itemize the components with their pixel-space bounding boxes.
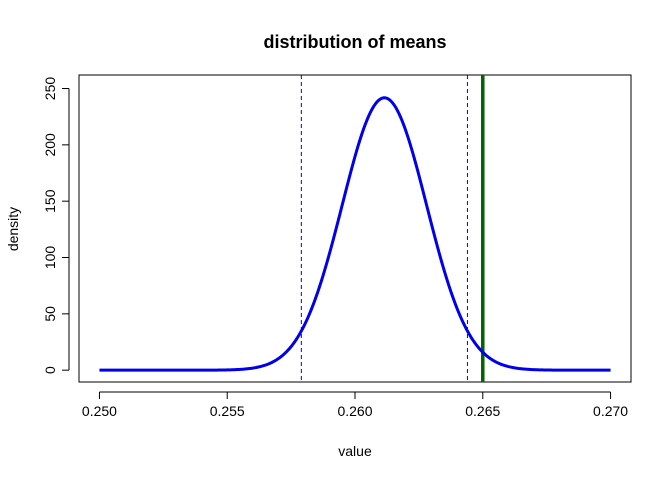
plot-area-frame bbox=[78, 74, 632, 383]
y-tick-label: 0 bbox=[42, 366, 58, 374]
y-tick-label: 200 bbox=[42, 133, 58, 157]
y-tick-label: 100 bbox=[42, 246, 58, 270]
y-axis: 0 50 100 150 200 250 bbox=[42, 77, 70, 374]
x-tick-label: 0.255 bbox=[210, 403, 245, 419]
reference-lines bbox=[300, 75, 485, 382]
x-tick-label: 0.265 bbox=[465, 403, 500, 419]
y-tick-label: 250 bbox=[42, 77, 58, 101]
y-axis-label: density bbox=[5, 207, 21, 251]
chart-title: distribution of means bbox=[263, 32, 446, 52]
x-tick-label: 0.250 bbox=[82, 403, 117, 419]
x-tick-label: 0.270 bbox=[593, 403, 628, 419]
density-curve bbox=[99, 96, 611, 372]
y-tick-label: 150 bbox=[42, 189, 58, 213]
x-axis-label: value bbox=[338, 443, 372, 459]
x-tick-label: 0.260 bbox=[337, 403, 372, 419]
y-tick-label: 50 bbox=[42, 306, 58, 322]
density-series bbox=[99, 96, 611, 372]
x-axis: 0.250 0.255 0.260 0.265 0.270 bbox=[82, 391, 628, 419]
